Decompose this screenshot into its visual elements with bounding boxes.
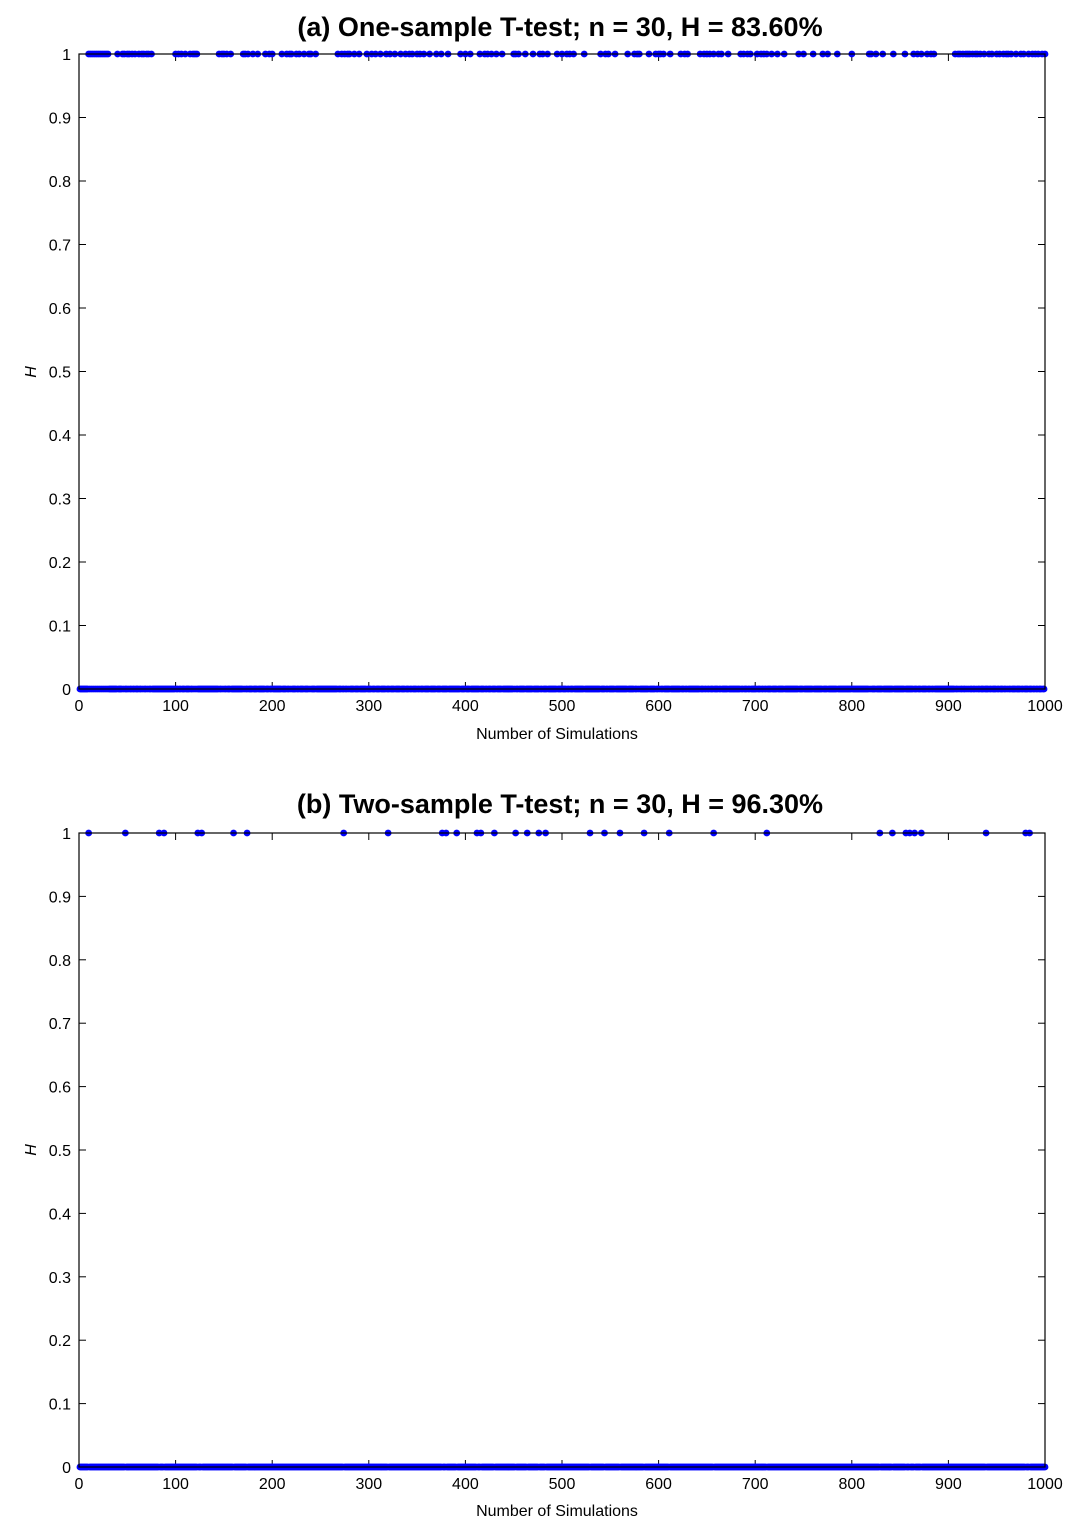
x-tick-label: 900: [935, 698, 962, 715]
y-tick-label: 0.6: [49, 1080, 71, 1097]
x-tick-label: 0: [75, 698, 84, 715]
x-tick-label: 800: [838, 1476, 865, 1493]
y-tick-label: 0.6: [49, 301, 71, 318]
chart-title: (b) Two-sample T-test; n = 30, H = 96.30…: [297, 789, 823, 819]
x-tick-label: 1000: [1027, 698, 1063, 715]
y-tick-label: 0.1: [49, 1397, 71, 1414]
chart-title: (a) One-sample T-test; n = 30, H = 83.60…: [297, 12, 822, 42]
x-tick-label: 900: [935, 1476, 962, 1493]
y-tick-label: 0.2: [49, 1333, 71, 1350]
x-axis-label: Number of Simulations: [476, 1503, 638, 1520]
x-tick-label: 200: [259, 698, 286, 715]
x-tick-label: 500: [549, 698, 576, 715]
y-tick-label: 0.8: [49, 953, 71, 970]
x-tick-label: 100: [162, 698, 189, 715]
y-tick-label: 0.8: [49, 174, 71, 191]
plot-frame: [78, 53, 1046, 690]
y-tick-label: 0.5: [49, 365, 71, 382]
y-tick-label: 0.9: [49, 111, 71, 128]
y-tick-label: 0.2: [49, 555, 71, 572]
plot-area: [79, 833, 1045, 1467]
x-tick-label: 400: [452, 1476, 479, 1493]
x-tick-label: 100: [162, 1476, 189, 1493]
y-tick-label: 0: [62, 1460, 71, 1477]
axis-ticks: 0 100 200 300 400 500 600 700 800 900 1000 0 0.1 0.2 0…: [49, 826, 1063, 1493]
y-tick-label: 0.4: [49, 428, 71, 445]
x-tick-label: 700: [742, 1476, 769, 1493]
y-tick-label: 0.9: [49, 889, 71, 906]
x-axis-label: Number of Simulations: [476, 726, 638, 743]
y-axis-label: H: [23, 366, 40, 378]
y-axis-label: H: [23, 1144, 40, 1156]
y-tick-label: 0.4: [49, 1206, 71, 1223]
x-tick-label: 300: [355, 698, 382, 715]
chart-panel-b: (b) Two-sample T-test; n = 30, H = 96.30…: [23, 789, 1063, 1520]
x-tick-label: 200: [259, 1476, 286, 1493]
y-tick-label: 0.7: [49, 1016, 71, 1033]
axis-ticks: 0 100 200 300 400 500 600 700 800 900 1000 0 0.1 0.2 0…: [49, 47, 1063, 715]
x-tick-label: 0: [75, 1476, 84, 1493]
x-tick-label: 400: [452, 698, 479, 715]
plot-area: [79, 54, 1045, 689]
y-tick-label: 0.5: [49, 1143, 71, 1160]
y-tick-label: 1: [62, 826, 71, 843]
x-tick-label: 300: [355, 1476, 382, 1493]
y-tick-label: 0.3: [49, 492, 71, 509]
x-tick-label: 700: [742, 698, 769, 715]
x-tick-label: 1000: [1027, 1476, 1063, 1493]
plot-frame: [78, 832, 1046, 1468]
y-tick-label: 0.7: [49, 238, 71, 255]
x-tick-label: 500: [549, 1476, 576, 1493]
y-tick-label: 1: [62, 47, 71, 64]
x-tick-label: 800: [838, 698, 865, 715]
x-tick-label: 600: [645, 698, 672, 715]
y-tick-label: 0: [62, 682, 71, 699]
x-tick-label: 600: [645, 1476, 672, 1493]
y-tick-label: 0.3: [49, 1270, 71, 1287]
chart-panel-a: (a) One-sample T-test; n = 30, H = 83.60…: [23, 12, 1063, 743]
y-tick-label: 0.1: [49, 619, 71, 636]
